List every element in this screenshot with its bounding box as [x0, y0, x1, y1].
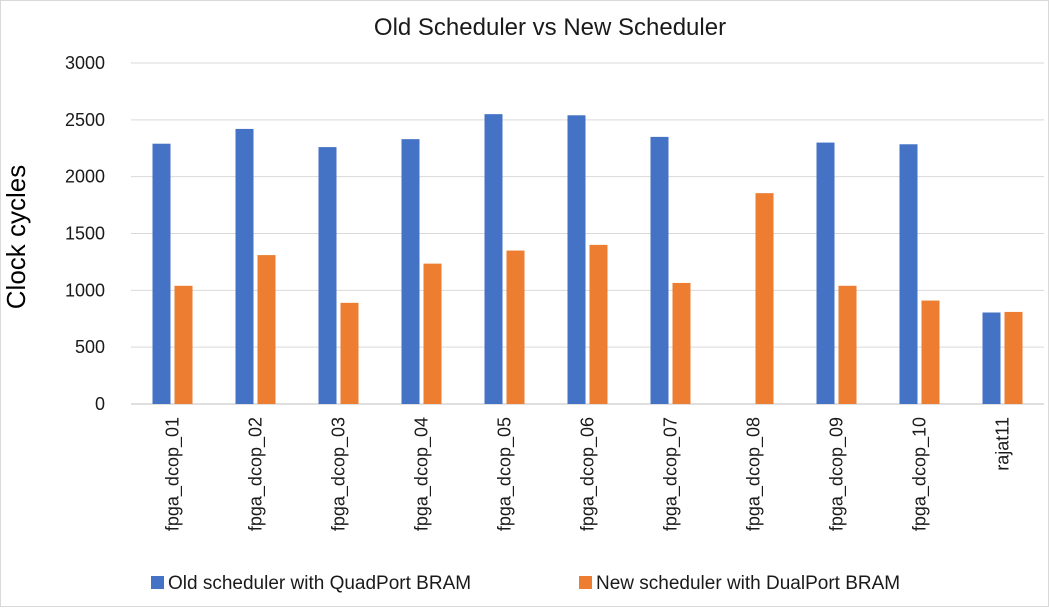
- legend-label: Old scheduler with QuadPort BRAM: [168, 573, 471, 594]
- x-tick-label: fpga_dcop_02: [246, 417, 267, 531]
- legend-swatch: [151, 576, 164, 589]
- bar-old-fpga-dcop-06: [567, 115, 586, 404]
- x-tick-label: fpga_dcop_03: [329, 417, 350, 531]
- bar-old-fpga-dcop-05: [484, 114, 503, 405]
- y-tick-label: 3000: [65, 53, 105, 73]
- gridlines: [131, 62, 1044, 405]
- x-tick-label: fpga_dcop_09: [827, 417, 848, 531]
- bar-new-fpga-dcop-08: [755, 193, 774, 404]
- x-tick-label: rajat11: [993, 417, 1013, 471]
- bar-old-fpga-dcop-01: [152, 143, 171, 404]
- y-tick-label: 2500: [65, 110, 105, 130]
- legend-label: New scheduler with DualPort BRAM: [596, 573, 900, 594]
- bar-new-fpga-dcop-03: [340, 302, 359, 404]
- bar-old-fpga-dcop-04: [401, 139, 420, 404]
- y-tick-label: 0: [95, 394, 105, 414]
- bar-new-rajat11: [1004, 311, 1023, 404]
- y-tick-label: 2000: [65, 167, 105, 187]
- bar-new-fpga-dcop-06: [589, 244, 608, 404]
- x-tick-label: fpga_dcop_07: [661, 417, 682, 531]
- bar-new-fpga-dcop-10: [921, 300, 940, 404]
- x-tick-label: fpga_dcop_04: [412, 417, 433, 531]
- x-tick-label: fpga_dcop_10: [910, 417, 931, 531]
- bar-old-fpga-dcop-09: [816, 142, 835, 405]
- x-tick-label: fpga_dcop_06: [578, 417, 599, 531]
- bar-new-fpga-dcop-07: [672, 282, 691, 404]
- bar-new-fpga-dcop-02: [257, 255, 276, 404]
- bar-new-fpga-dcop-09: [838, 285, 857, 404]
- y-axis-label: Clock cycles: [1, 165, 31, 309]
- bar-new-fpga-dcop-05: [506, 250, 525, 404]
- bar-old-rajat11: [982, 312, 1001, 404]
- bar-new-fpga-dcop-01: [174, 285, 193, 404]
- bar-old-fpga-dcop-10: [899, 144, 918, 404]
- x-tick-label: fpga_dcop_05: [495, 417, 516, 531]
- x-tick-label: fpga_dcop_01: [163, 417, 184, 531]
- bar-old-fpga-dcop-07: [650, 136, 669, 404]
- chart-title: Old Scheduler vs New Scheduler: [374, 14, 726, 41]
- bars: [152, 114, 1023, 405]
- bar-new-fpga-dcop-04: [423, 263, 442, 404]
- y-axis-ticks: 0 500 1000 1500 2000 2500 3000: [65, 53, 105, 414]
- y-tick-label: 1500: [65, 224, 105, 244]
- bar-old-fpga-dcop-03: [318, 147, 337, 404]
- y-tick-label: 500: [75, 337, 105, 357]
- legend: Old scheduler with QuadPort BRAM New sche…: [151, 573, 900, 594]
- x-axis-ticks: fpga_dcop_01 fpga_dcop_02 fpga_dcop_03 fpga…: [163, 417, 1013, 531]
- x-tick-label: fpga_dcop_08: [744, 417, 765, 531]
- legend-swatch: [579, 576, 592, 589]
- bar-old-fpga-dcop-02: [235, 128, 254, 404]
- y-tick-label: 1000: [65, 280, 105, 300]
